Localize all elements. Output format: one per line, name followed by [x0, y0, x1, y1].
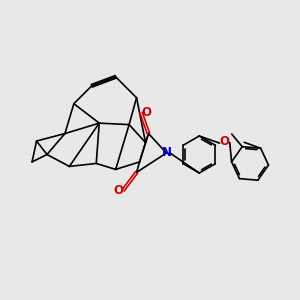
- Text: O: O: [141, 106, 151, 118]
- Text: O: O: [113, 184, 123, 197]
- Text: O: O: [220, 134, 230, 148]
- Text: N: N: [162, 146, 172, 160]
